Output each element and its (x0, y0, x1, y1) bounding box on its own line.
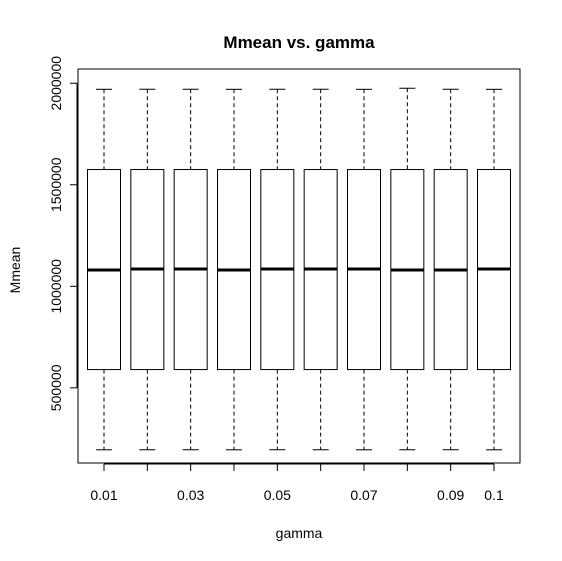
y-tick-label: 2000000 (48, 56, 64, 111)
box-0.09 (433, 88, 468, 451)
y-tick-label: 1000000 (48, 259, 64, 314)
plot-frame (77, 68, 521, 464)
x-axis-label: gamma (276, 525, 323, 541)
box-0.06 (303, 88, 338, 451)
box-0.04 (217, 88, 251, 451)
y-tick-label: 1500000 (48, 157, 64, 212)
y-tick-label: 500000 (48, 364, 64, 411)
boxes-layer (87, 87, 511, 451)
box-0.05 (260, 88, 295, 451)
x-tick-label: 0.01 (90, 487, 117, 503)
box-0.08 (390, 87, 425, 451)
chart-title: Mmean vs. gamma (223, 33, 375, 52)
x-tick-label: 0.05 (264, 487, 291, 503)
x-tick-label: 0.07 (350, 487, 377, 503)
box-0.03 (173, 88, 208, 451)
box-0.02 (130, 88, 165, 451)
x-tick-label: 0.03 (177, 487, 204, 503)
box-0.1 (477, 88, 511, 451)
y-axis-label: Mmean (7, 247, 23, 294)
x-tick-label: 0.1 (484, 487, 504, 503)
box-0.01 (87, 88, 121, 451)
x-tick-label: 0.09 (437, 487, 464, 503)
x-axis: 0.01 0.03 0.05 0.07 0.09 0.1 (90, 463, 504, 503)
box-0.07 (347, 88, 381, 451)
y-axis: 500000 1000000 1500000 2000000 (48, 56, 78, 411)
